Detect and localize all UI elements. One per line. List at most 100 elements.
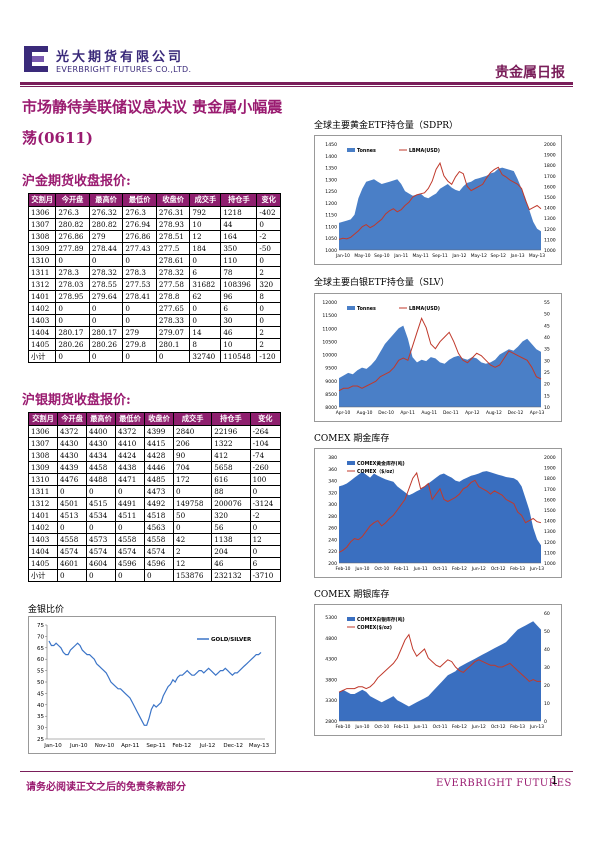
y-tick-label: 55 [37, 669, 44, 675]
x-tick-label: Dec-11 [443, 410, 459, 416]
table-cell: 1138 [211, 533, 251, 546]
left-tick-label: 340 [328, 479, 337, 485]
table-cell: 280.17 [88, 326, 124, 339]
table-cell: 616 [211, 473, 251, 486]
right-tick-label: 2000 [544, 455, 556, 461]
table-cell: 279 [122, 326, 157, 339]
table-cell: 8 [189, 338, 222, 351]
left-tick-label: 1300 [325, 177, 337, 183]
table-cell: 56 [211, 521, 251, 534]
silver-table-title: 沪银期货收盘报价: [22, 393, 131, 408]
left-tick-label: 3800 [325, 677, 337, 683]
table-cell: 278.93 [155, 218, 191, 231]
left-tick-label: 11500 [322, 313, 337, 319]
y-tick-label: 35 [37, 714, 44, 720]
table-cell: 4473 [144, 485, 174, 498]
x-tick-label: Nov-10 [95, 743, 115, 749]
x-tick-label: Jun-12 [471, 566, 486, 572]
left-tick-label: 1350 [325, 166, 337, 172]
table-cell: 4574 [86, 545, 116, 558]
gold-etf-title: 全球主要黄金ETF持仓量（SDPR） [314, 121, 459, 131]
table-cell: 4518 [144, 509, 174, 522]
table-cell: 278.3 [122, 266, 157, 279]
page-number: 1 [551, 774, 558, 787]
table-cell: 0 [115, 569, 145, 582]
table-cell: 6 [249, 557, 282, 570]
table-row: 1404 280.17 280.17 279 279.07 14 46 2 [27, 326, 281, 339]
company-logo [22, 44, 52, 74]
left-tick-label: 1100 [325, 224, 337, 230]
table-row: 1404 4574 4574 4574 4574 2 204 0 [28, 545, 282, 558]
table-header-cell: 成交手 [189, 193, 222, 207]
table-cell: 279.64 [88, 290, 124, 303]
right-tick-label: 25 [544, 370, 550, 376]
comex-gold-chart: 200 220 240 260 280 300 320 340 360 380 1000 1100 12… [314, 448, 562, 578]
table-cell: 0 [122, 302, 157, 315]
legend-label: COMEX（$/oz） [357, 469, 397, 475]
table-cell: 4596 [144, 557, 174, 570]
left-tick-label: 4300 [325, 657, 337, 663]
right-tick-label: 0 [544, 719, 547, 725]
header-divider [20, 82, 573, 85]
y-tick-label: 30 [37, 726, 44, 732]
right-tick-label: 1300 [544, 216, 556, 222]
x-tick-label: Aug-11 [421, 410, 437, 416]
x-tick-label: Feb-12 [452, 724, 467, 730]
table-cell: -50 [256, 242, 281, 255]
table-cell: 0 [256, 314, 281, 327]
table-cell: 32740 [189, 350, 222, 363]
x-tick-label: Oct-11 [433, 566, 448, 572]
table-row: 1405 4601 4604 4596 4596 12 46 6 [28, 557, 282, 570]
area-series [339, 471, 541, 563]
x-tick-label: Apr-10 [336, 410, 351, 416]
table-cell: 278.61 [155, 254, 191, 267]
table-cell: 200076 [211, 497, 251, 510]
ratio-series-line [48, 640, 262, 726]
table-cell: 1310 [28, 473, 58, 486]
table-cell: 78 [220, 266, 258, 279]
table-cell: -264 [249, 425, 282, 438]
comex-silver-title: COMEX 期银库存 [314, 590, 390, 600]
table-cell: 1306 [28, 425, 58, 438]
table-cell: 0 [256, 218, 281, 231]
x-tick-label: Jul-12 [199, 743, 216, 749]
x-tick-label: Jan-13 [510, 253, 525, 259]
right-tick-label: 1700 [544, 487, 556, 493]
right-tick-label: 1100 [544, 550, 556, 556]
table-cell: 280.82 [88, 218, 124, 231]
right-tick-label: 15 [544, 393, 550, 399]
table-cell: 1401 [27, 290, 57, 303]
table-cell: 280.17 [55, 326, 90, 339]
table-cell: 1403 [28, 533, 58, 546]
left-tick-label: 9500 [325, 366, 337, 372]
table-cell: 320 [256, 278, 281, 291]
x-tick-label: Oct-10 [374, 724, 389, 730]
right-tick-label: 1200 [544, 540, 556, 546]
table-row: 小计 0 0 0 0 32740 110548 -120 [27, 350, 281, 363]
right-tick-label: 2000 [544, 142, 556, 148]
table-cell: -74 [249, 449, 282, 462]
right-tick-label: 1800 [544, 476, 556, 482]
legend-swatch-area [347, 148, 355, 152]
table-cell: 164 [220, 230, 258, 243]
table-row: 小计 0 0 0 0 153876 232132 -3710 [28, 569, 282, 582]
table-cell: 232132 [211, 569, 251, 582]
table-cell: 4476 [57, 473, 87, 486]
right-tick-label: 50 [544, 629, 550, 635]
table-cell: 184 [189, 242, 222, 255]
right-tick-label: 45 [544, 323, 550, 329]
line-series [338, 471, 542, 553]
silver-etf-chart: 8000 8500 9000 9500 10000 10500 11000 11500 1200… [314, 293, 562, 422]
table-cell: 276.31 [155, 206, 191, 219]
table-cell: 0 [57, 521, 87, 534]
right-tick-label: 1900 [544, 466, 556, 472]
table-cell: 4399 [144, 425, 174, 438]
right-tick-label: 10 [544, 701, 550, 707]
y-tick-label: 65 [37, 646, 44, 652]
right-tick-label: 55 [544, 300, 550, 306]
table-cell: 4574 [144, 545, 174, 558]
x-tick-label: Oct-12 [491, 724, 506, 730]
x-tick-label: Oct-12 [491, 566, 506, 572]
x-tick-label: Oct-10 [374, 566, 389, 572]
table-header-cell: 最高价 [88, 193, 124, 207]
